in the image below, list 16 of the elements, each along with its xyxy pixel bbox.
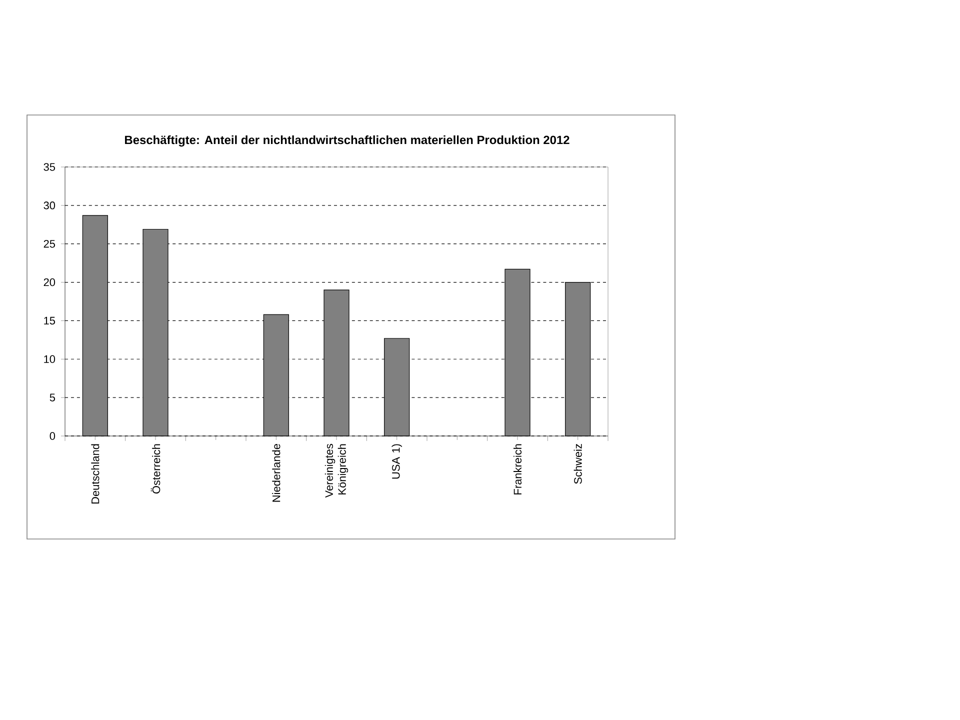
y-tick-label: 5 [50,394,56,402]
y-tick-label: 0 [50,432,56,440]
y-tick-label: 30 [44,202,56,210]
x-tick-label: USA 1) [392,444,402,479]
x-tick-label: Frankreich [513,444,522,494]
y-tick-label: 25 [44,240,56,248]
x-tick-label: Schweiz [574,444,582,484]
x-tick-label: Niederlande [272,444,280,502]
x-tick-label: Vereinigtes Königreich [324,444,348,498]
y-tick-label: 35 [44,163,56,171]
y-tick-label: 15 [44,316,56,325]
y-tick-label: 20 [44,278,56,286]
x-tick-label: Deutschland [91,444,100,504]
y-tick-label: 10 [44,355,56,364]
x-tick-label: Österreich [150,444,160,494]
chart-title: Beschäftigte: Anteil der nichtlandwirtschaftlichen materiellen Produktion 2012 [125,135,570,147]
